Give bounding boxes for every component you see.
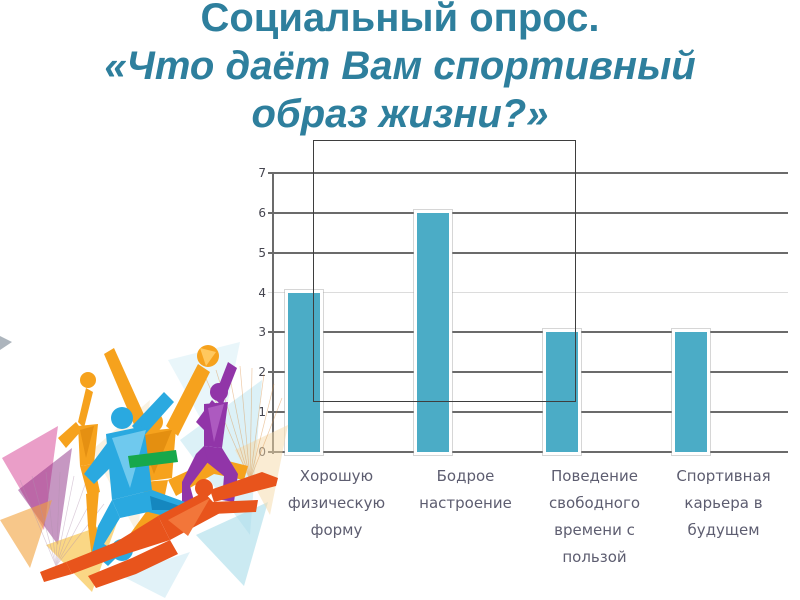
player-head	[111, 407, 133, 429]
athletes-illustration	[0, 336, 288, 598]
category-label: Поведение свободного времени с пользой	[548, 467, 641, 566]
gridline	[268, 291, 788, 293]
gridline	[268, 172, 788, 174]
jumper-figure	[182, 362, 238, 510]
ball-icon	[80, 372, 96, 388]
diving-player-figure	[40, 472, 278, 588]
title-line-2: «Что даёт Вам спортивный	[104, 44, 696, 88]
gridline	[268, 411, 788, 414]
bar	[543, 329, 582, 455]
gridline	[268, 251, 788, 254]
y-axis-tick-label: 5	[258, 245, 266, 260]
green-band	[128, 450, 178, 468]
y-axis-line	[272, 173, 274, 454]
y-axis-tick-label: 7	[258, 166, 266, 180]
gridline	[268, 371, 788, 374]
y-axis-tick-label: 4	[258, 285, 266, 300]
gridline	[268, 211, 788, 214]
player-head	[195, 479, 213, 497]
fan-lines-left	[19, 471, 105, 567]
gridline	[268, 331, 788, 334]
gridline	[268, 451, 788, 453]
y-axis-tick-label: 1	[258, 405, 266, 420]
category-label: Бодрое настроение	[419, 467, 512, 512]
title-line-1: Социальный опрос.	[200, 0, 600, 40]
bar	[672, 329, 711, 455]
y-axis-tick-label: 6	[258, 205, 266, 220]
title-line-3: образ жизни?»	[251, 92, 549, 136]
y-axis-tick-label: 3	[258, 325, 266, 340]
annotation-rectangle	[313, 140, 576, 402]
bar	[414, 209, 453, 455]
category-label: Спортивная карьера в будущем	[676, 467, 771, 539]
slide-title: Социальный опрос. «Что даёт Вам спортивн…	[0, 0, 800, 138]
category-label: Хорошую физическую форму	[287, 467, 386, 539]
bar	[285, 289, 324, 455]
y-axis-tick-label: 2	[258, 365, 266, 380]
